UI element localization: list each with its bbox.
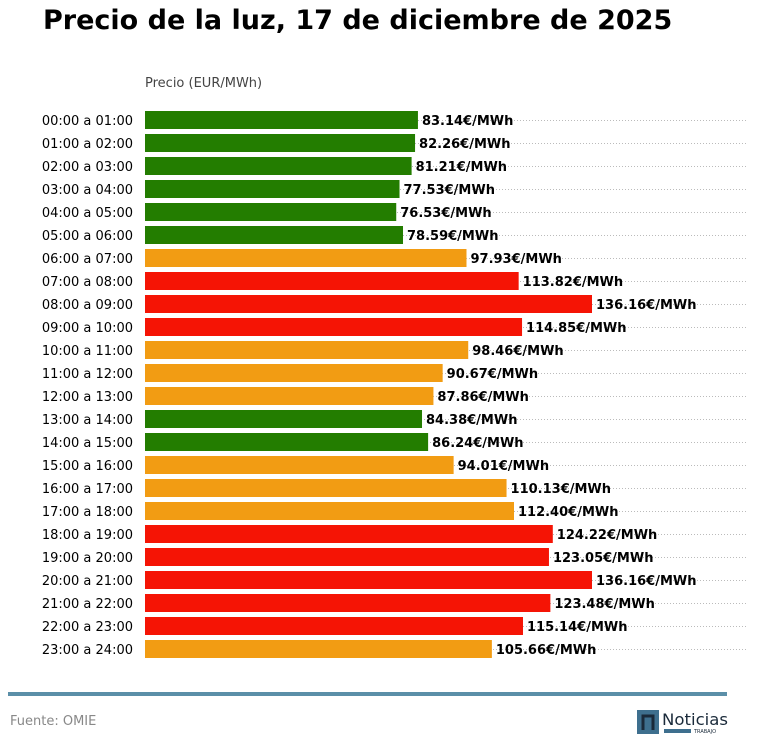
bar: [145, 502, 514, 520]
data-label: 114.85€/MWh: [526, 321, 627, 336]
data-label: 87.86€/MWh: [437, 390, 528, 405]
category-label: 13:00 a 14:00: [42, 413, 133, 428]
data-label: 76.53€/MWh: [400, 206, 491, 221]
bar: [145, 433, 429, 451]
bar: [145, 318, 523, 336]
bar-chart: Precio (EUR/MWh) 00:00 a 01:00 83.14€/MWh…: [42, 76, 748, 658]
data-label: 86.24€/MWh: [432, 436, 523, 451]
noticias-trabajo-logo: Noticias TRABAJO: [637, 710, 728, 735]
category-label: 08:00 a 09:00: [42, 298, 133, 313]
category-label: 03:00 a 04:00: [42, 183, 133, 198]
data-label: 77.53€/MWh: [404, 183, 495, 198]
data-label: 97.93€/MWh: [470, 252, 561, 267]
bar: [145, 525, 553, 543]
chart-title: Precio de la luz, 17 de diciembre de 202…: [43, 5, 673, 36]
data-label: 123.48€/MWh: [554, 597, 655, 612]
footer-divider: [8, 692, 727, 696]
category-label: 05:00 a 06:00: [42, 229, 133, 244]
category-label: 01:00 a 02:00: [42, 137, 133, 152]
bar: [145, 548, 549, 566]
category-label: 07:00 a 08:00: [42, 275, 133, 290]
data-label: 83.14€/MWh: [422, 114, 513, 129]
bar: [145, 203, 397, 221]
bar: [145, 111, 418, 129]
bar: [145, 341, 469, 359]
category-label: 04:00 a 05:00: [42, 206, 133, 221]
data-label: 110.13€/MWh: [511, 482, 611, 497]
data-label: 81.21€/MWh: [416, 160, 507, 175]
data-label: 98.46€/MWh: [472, 344, 563, 359]
category-label: 23:00 a 24:00: [42, 643, 133, 658]
data-label: 123.05€/MWh: [553, 551, 654, 566]
category-label: 15:00 a 16:00: [42, 459, 133, 474]
bar: [145, 594, 551, 612]
data-label: 136.16€/MWh: [596, 298, 697, 313]
category-label: 20:00 a 21:00: [42, 574, 133, 589]
bar: [145, 640, 492, 658]
category-label: 10:00 a 11:00: [42, 344, 133, 359]
bar: [145, 180, 400, 198]
source-text: Fuente: OMIE: [10, 714, 97, 729]
category-label: 12:00 a 13:00: [42, 390, 133, 405]
bar: [145, 295, 592, 313]
bar: [145, 134, 416, 152]
bar: [145, 226, 404, 244]
category-label: 16:00 a 17:00: [42, 482, 133, 497]
category-label: 11:00 a 12:00: [42, 367, 133, 382]
category-label: 17:00 a 18:00: [42, 505, 133, 520]
svg-text:TRABAJO: TRABAJO: [693, 729, 716, 735]
bar: [145, 157, 412, 175]
data-label: 82.26€/MWh: [419, 137, 510, 152]
bar: [145, 364, 443, 382]
data-label: 90.67€/MWh: [447, 367, 538, 382]
bar: [145, 571, 592, 589]
category-label: 09:00 a 10:00: [42, 321, 133, 336]
category-label: 18:00 a 19:00: [42, 528, 133, 543]
data-label: 84.38€/MWh: [426, 413, 517, 428]
category-label: 14:00 a 15:00: [42, 436, 133, 451]
category-label: 00:00 a 01:00: [42, 114, 133, 129]
category-label: 19:00 a 20:00: [42, 551, 133, 566]
data-label: 78.59€/MWh: [407, 229, 498, 244]
category-label: 21:00 a 22:00: [42, 597, 133, 612]
data-label: 113.82€/MWh: [523, 275, 624, 290]
bar: [145, 410, 423, 428]
data-label: 112.40€/MWh: [518, 505, 619, 520]
data-label: 136.16€/MWh: [596, 574, 697, 589]
data-label: 94.01€/MWh: [458, 459, 549, 474]
bar: [145, 456, 454, 474]
bar: [145, 272, 519, 290]
bar: [145, 249, 467, 267]
category-label: 02:00 a 03:00: [42, 160, 133, 175]
category-label: 22:00 a 23:00: [42, 620, 133, 635]
data-label: 124.22€/MWh: [557, 528, 658, 543]
bar: [145, 387, 434, 405]
data-label: 115.14€/MWh: [527, 620, 628, 635]
svg-text:Noticias: Noticias: [662, 710, 728, 729]
x-axis-label: Precio (EUR/MWh): [145, 76, 262, 91]
data-label: 105.66€/MWh: [496, 643, 597, 658]
bar: [145, 617, 523, 635]
category-label: 06:00 a 07:00: [42, 252, 133, 267]
bar: [145, 479, 507, 497]
